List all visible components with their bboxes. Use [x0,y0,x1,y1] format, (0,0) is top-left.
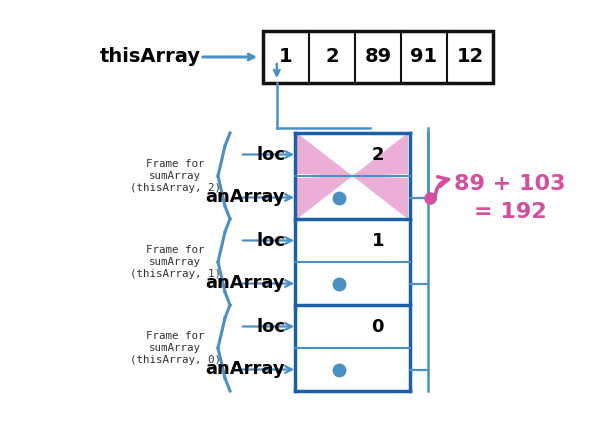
FancyBboxPatch shape [295,133,410,391]
Text: 12: 12 [457,47,484,67]
Polygon shape [297,133,352,176]
Polygon shape [352,133,408,176]
Text: anArray: anArray [205,188,285,206]
Text: 91: 91 [411,47,438,67]
Text: Frame for
sumArray
(thisArray, 1): Frame for sumArray (thisArray, 1) [129,245,221,279]
Text: 0: 0 [372,318,384,336]
Text: 89 + 103
= 192: 89 + 103 = 192 [454,174,566,222]
Text: 1: 1 [279,47,293,67]
Text: Frame for
sumArray
(thisArray, 0): Frame for sumArray (thisArray, 0) [129,332,221,364]
Text: anArray: anArray [205,360,285,378]
Text: loc: loc [256,145,285,163]
Polygon shape [352,176,408,219]
Polygon shape [297,176,352,219]
Text: loc: loc [256,232,285,250]
Text: thisArray: thisArray [100,47,201,67]
Text: Frame for
sumArray
(thisArray, 2): Frame for sumArray (thisArray, 2) [129,159,221,193]
Text: 2: 2 [372,145,384,163]
Text: loc: loc [256,318,285,336]
Text: 89: 89 [365,47,392,67]
FancyBboxPatch shape [263,31,493,83]
Text: anArray: anArray [205,275,285,293]
Text: 1: 1 [372,232,384,250]
Text: 2: 2 [325,47,339,67]
